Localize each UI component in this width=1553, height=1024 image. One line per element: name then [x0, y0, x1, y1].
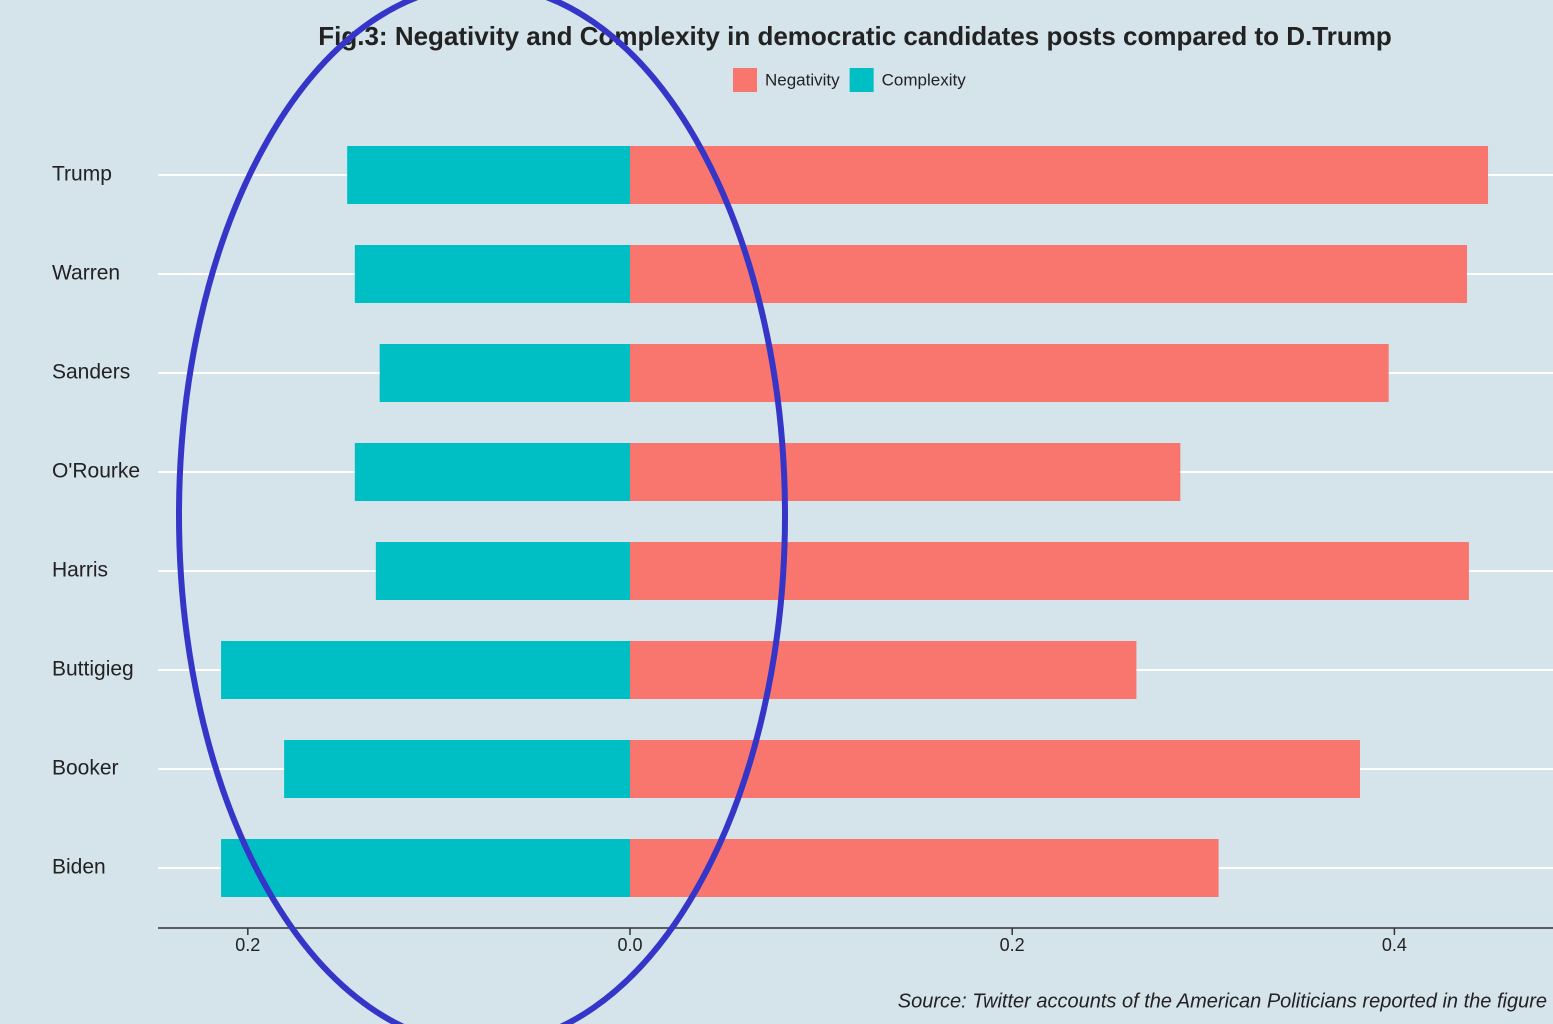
x-tick-label: 0.2: [235, 935, 260, 955]
bar: [630, 641, 1137, 699]
y-tick-label: Booker: [52, 757, 119, 780]
legend-swatch: [733, 68, 757, 92]
x-tick-label: 0.0: [617, 935, 642, 955]
annotation-ellipse: [176, 0, 788, 1024]
chart-title: Fig.3: Negativity and Complexity in demo…: [318, 21, 1391, 51]
bar: [221, 641, 631, 699]
bar: [630, 542, 1469, 600]
y-tick-label: Warren: [52, 262, 120, 285]
legend-label: Complexity: [882, 70, 967, 89]
y-tick-label: Buttigieg: [52, 658, 134, 681]
bar: [347, 146, 631, 204]
bar: [354, 245, 631, 303]
bar: [379, 344, 631, 402]
y-tick-label: Trump: [52, 163, 112, 186]
y-tick-label: Sanders: [52, 361, 130, 384]
bar: [354, 443, 631, 501]
bar: [630, 344, 1389, 402]
bar: [284, 740, 631, 798]
y-tick-label: O'Rourke: [52, 460, 140, 483]
bar: [221, 839, 631, 897]
x-tick-label: 0.4: [1382, 935, 1407, 955]
bar: [630, 245, 1468, 303]
bar: [375, 542, 631, 600]
y-tick-label: Harris: [52, 559, 108, 582]
bar: [630, 839, 1219, 897]
x-tick-label: 0.2: [1000, 935, 1025, 955]
bar: [630, 443, 1181, 501]
legend-label: Negativity: [765, 70, 840, 89]
legend-swatch: [849, 68, 874, 92]
y-tick-label: Biden: [52, 856, 106, 879]
caption: Source: Twitter accounts of the American…: [898, 990, 1547, 1012]
bar: [630, 146, 1489, 204]
